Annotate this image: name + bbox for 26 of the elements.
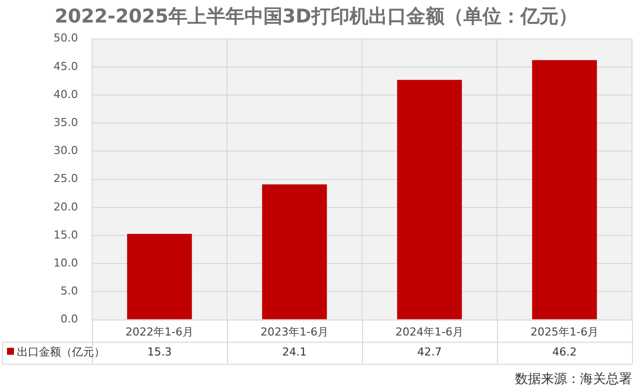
bar: [127, 234, 192, 320]
y-tick-label: 45.0: [54, 60, 78, 73]
data-label: 24.1: [282, 346, 307, 359]
source-note: 数据来源：海关总署: [515, 371, 632, 386]
legend-label: 出口金额（亿元）: [17, 346, 105, 359]
y-tick-label: 15.0: [54, 228, 78, 242]
bar: [397, 80, 462, 320]
x-tick-label: 2022年1-6月: [126, 325, 194, 338]
x-tick-label: 2023年1-6月: [260, 325, 328, 338]
y-tick-label: 30.0: [54, 144, 78, 158]
y-tick-label: 20.0: [54, 200, 78, 214]
y-tick-label: 50.0: [54, 32, 78, 45]
bar: [262, 184, 327, 320]
y-tick-label: 5.0: [60, 284, 78, 298]
chart-title: 2022-2025年上半年中国3D打印机出口金额（单位：亿元）: [54, 5, 578, 28]
data-label: 46.2: [552, 346, 577, 359]
y-tick-label: 35.0: [54, 116, 78, 129]
y-tick-label: 25.0: [54, 172, 78, 186]
x-tick-label: 2025年1-6月: [530, 325, 598, 338]
y-tick-label: 0.0: [60, 312, 78, 326]
x-tick-label: 2024年1-6月: [396, 325, 464, 338]
bar: [532, 60, 597, 320]
y-tick-label: 10.0: [54, 256, 78, 270]
data-label: 15.3: [147, 346, 172, 359]
y-tick-label: 40.0: [54, 88, 78, 101]
data-label: 42.7: [417, 346, 442, 359]
